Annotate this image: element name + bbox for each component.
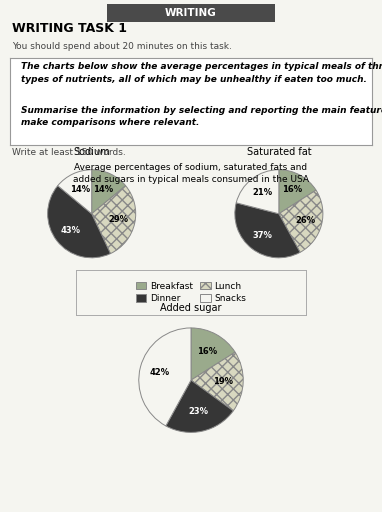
Title: Saturated fat: Saturated fat xyxy=(246,146,311,157)
Text: 43%: 43% xyxy=(60,226,80,235)
Title: Added sugar: Added sugar xyxy=(160,303,222,313)
Title: Sodium: Sodium xyxy=(73,146,110,157)
Text: 21%: 21% xyxy=(252,188,272,197)
Text: 29%: 29% xyxy=(108,215,128,224)
Text: Write at least 150 words.: Write at least 150 words. xyxy=(12,148,126,157)
Wedge shape xyxy=(139,328,191,426)
Wedge shape xyxy=(235,203,300,258)
Legend: Breakfast, Dinner, Lunch, Snacks: Breakfast, Dinner, Lunch, Snacks xyxy=(132,278,250,307)
Wedge shape xyxy=(236,170,279,214)
Text: 26%: 26% xyxy=(295,216,316,225)
Text: 14%: 14% xyxy=(70,184,90,194)
Text: 16%: 16% xyxy=(196,347,217,356)
Text: Average percentages of sodium, saturated fats and
added sugars in typical meals : Average percentages of sodium, saturated… xyxy=(73,163,309,184)
Wedge shape xyxy=(92,186,136,253)
Wedge shape xyxy=(166,380,233,432)
Text: 37%: 37% xyxy=(252,231,272,240)
Wedge shape xyxy=(191,352,243,411)
Text: The charts below show the average percentages in typical meals of three
types of: The charts below show the average percen… xyxy=(21,62,382,84)
Text: 42%: 42% xyxy=(150,368,170,377)
Text: 19%: 19% xyxy=(214,377,233,386)
Text: 14%: 14% xyxy=(93,184,113,194)
Text: WRITING: WRITING xyxy=(165,8,217,18)
Text: Summarise the information by selecting and reporting the main features, and
make: Summarise the information by selecting a… xyxy=(21,106,382,127)
Text: You should spend about 20 minutes on this task.: You should spend about 20 minutes on thi… xyxy=(12,42,232,51)
Wedge shape xyxy=(191,328,235,380)
Wedge shape xyxy=(279,170,316,214)
Wedge shape xyxy=(279,190,323,252)
Wedge shape xyxy=(92,170,126,214)
Wedge shape xyxy=(58,170,92,214)
Text: WRITING TASK 1: WRITING TASK 1 xyxy=(12,22,127,35)
Wedge shape xyxy=(48,186,110,258)
Text: 23%: 23% xyxy=(188,407,208,416)
Text: 16%: 16% xyxy=(282,185,302,195)
